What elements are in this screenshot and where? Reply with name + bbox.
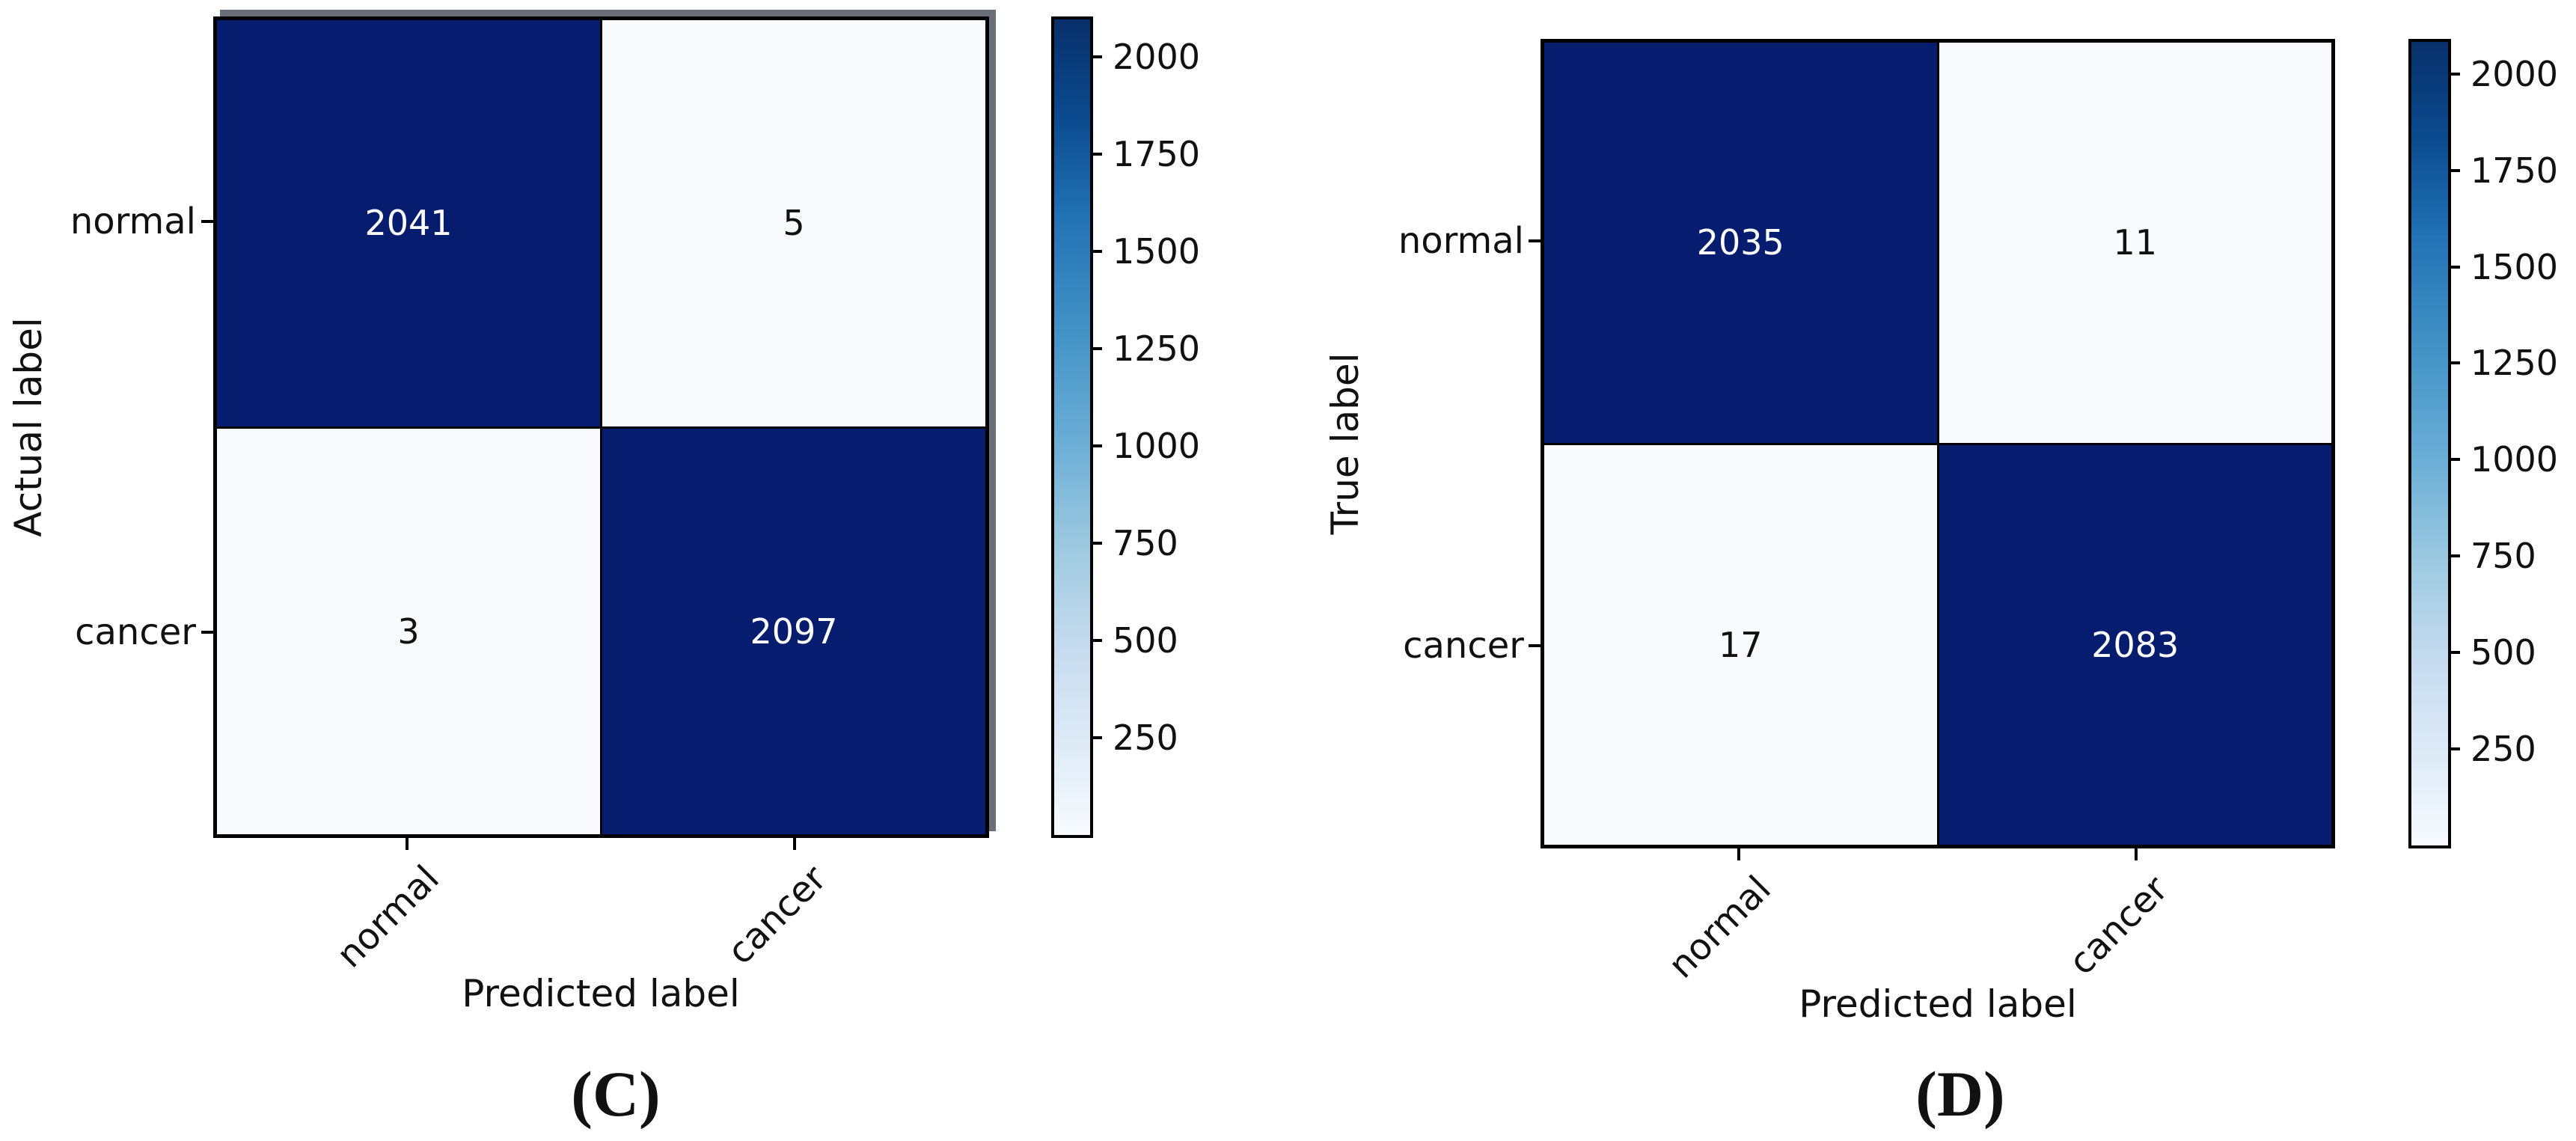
cell-actual-normal-pred-normal: 2041 [217, 20, 600, 426]
y-tick-label-cancer: cancer [1403, 625, 1524, 667]
panel-caption-C: (C) [571, 1058, 661, 1130]
y-tick-mark [201, 220, 213, 223]
y-axis-label-actual: Actual label [7, 317, 50, 537]
heatmap-grid: 2041 5 3 2097 [213, 16, 989, 838]
y-axis-label-true: True label [1324, 352, 1367, 535]
y-tick-label-normal: normal [70, 201, 196, 242]
x-tick-mark [1737, 848, 1740, 860]
y-tick-mark [1529, 644, 1541, 647]
cell-actual-cancer-pred-normal: 3 [217, 428, 600, 834]
x-tick-label-normal: normal [328, 857, 447, 976]
x-tick-mark [2135, 848, 2138, 860]
x-tick-label-cancer: cancer [719, 857, 835, 973]
x-tick-mark [793, 838, 796, 850]
x-tick-mark [406, 838, 409, 850]
y-tick-mark [1529, 239, 1541, 242]
cell-true-cancer-pred-cancer: 2083 [1939, 444, 2331, 845]
y-tick-label-cancer: cancer [75, 611, 196, 653]
cell-actual-cancer-pred-cancer: 2097 [602, 428, 985, 834]
x-axis-label-predicted: Predicted label [462, 972, 740, 1015]
x-axis-label-predicted: Predicted label [1799, 982, 2077, 1026]
colorbar: 2000 1750 1500 1250 1000 750 500 250 [1051, 16, 1200, 838]
x-tick-label-cancer: cancer [2061, 868, 2176, 984]
x-tick-label-normal: normal [1660, 868, 1779, 987]
panel-caption-D: (D) [1915, 1058, 2005, 1130]
y-tick-mark [201, 631, 213, 634]
colorbar: 2000 1750 1500 1250 1000 750 500 250 [2408, 39, 2558, 848]
cell-actual-normal-pred-cancer: 5 [602, 20, 985, 426]
cell-true-normal-pred-cancer: 11 [1939, 43, 2331, 443]
cell-true-cancer-pred-normal: 17 [1544, 444, 1937, 845]
y-tick-label-normal: normal [1398, 220, 1524, 262]
cell-true-normal-pred-normal: 2035 [1544, 43, 1937, 443]
heatmap-grid: 2035 11 17 2083 [1541, 39, 2335, 848]
